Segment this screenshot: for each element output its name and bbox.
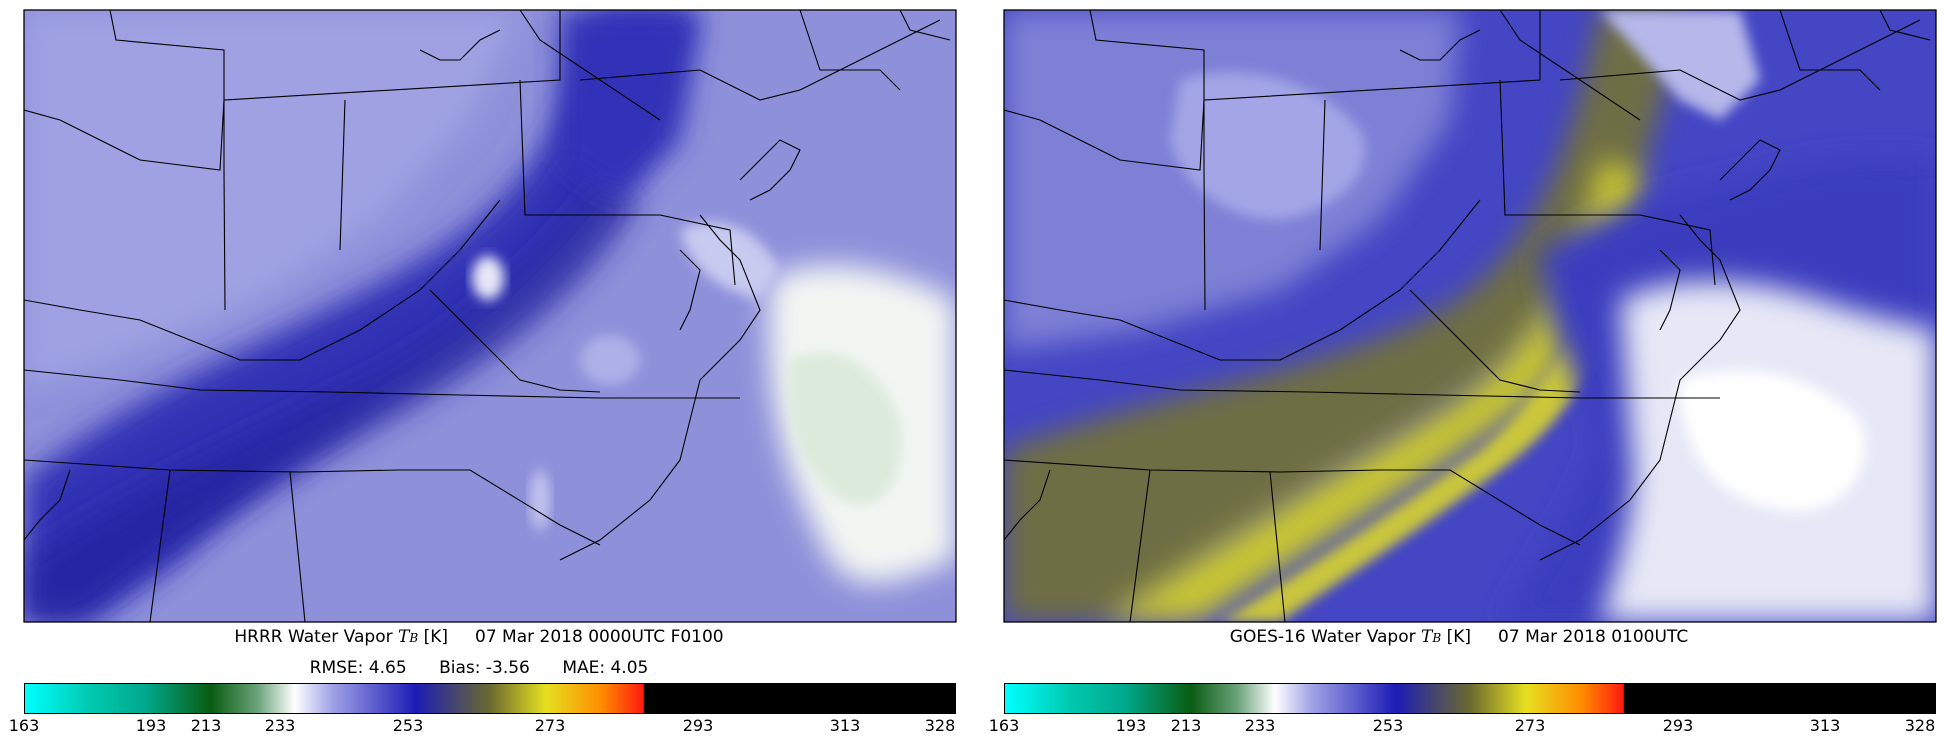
goes16-colorbar-tick: 273 (1514, 716, 1546, 735)
hrrr-panel: HRRR Water Vapor TB [K] 07 Mar 2018 0000… (0, 0, 958, 742)
goes16-panel: GOES-16 Water Vapor TB [K] 07 Mar 2018 0… (980, 0, 1938, 742)
goes16-colorbar (1004, 683, 1936, 714)
goes16-colorbar-tick: 233 (1244, 716, 1276, 735)
hrrr-colorbar-tick: 328 (924, 716, 956, 735)
hrrr-colorbar-tick: 273 (534, 716, 566, 735)
goes16-colorbar-tick: 163 (988, 716, 1020, 735)
goes16-colorbar-tick: 293 (1662, 716, 1694, 735)
hrrr-colorbar-tick: 253 (392, 716, 424, 735)
hrrr-colorbar-tick: 193 (135, 716, 167, 735)
hrrr-stats: RMSE: 4.65 Bias: -3.56 MAE: 4.05 (0, 658, 958, 678)
goes16-colorbar-tick: 328 (1904, 716, 1936, 735)
goes16-title: GOES-16 Water Vapor TB [K] 07 Mar 2018 0… (1229, 627, 1689, 647)
bias-value: Bias: -3.56 (439, 658, 530, 678)
hrrr-colorbar-tick: 233 (264, 716, 296, 735)
hrrr-water-vapor-map (23, 9, 957, 623)
goes16-water-vapor-map (1003, 9, 1937, 623)
hrrr-colorbar-tick: 213 (190, 716, 222, 735)
goes16-colorbar-tick: 313 (1809, 716, 1841, 735)
goes16-colorbar-tick: 253 (1372, 716, 1404, 735)
hrrr-colorbar-tick: 293 (682, 716, 714, 735)
goes16-colorbar-tick: 213 (1170, 716, 1202, 735)
hrrr-colorbar-tick: 163 (8, 716, 40, 735)
rmse-value: RMSE: 4.65 (309, 658, 407, 678)
mae-value: MAE: 4.05 (562, 658, 649, 678)
hrrr-title: HRRR Water Vapor TB [K] 07 Mar 2018 0000… (234, 627, 724, 647)
goes16-colorbar-tick: 193 (1115, 716, 1147, 735)
hrrr-colorbar-tick: 313 (829, 716, 861, 735)
hrrr-colorbar (24, 683, 956, 714)
